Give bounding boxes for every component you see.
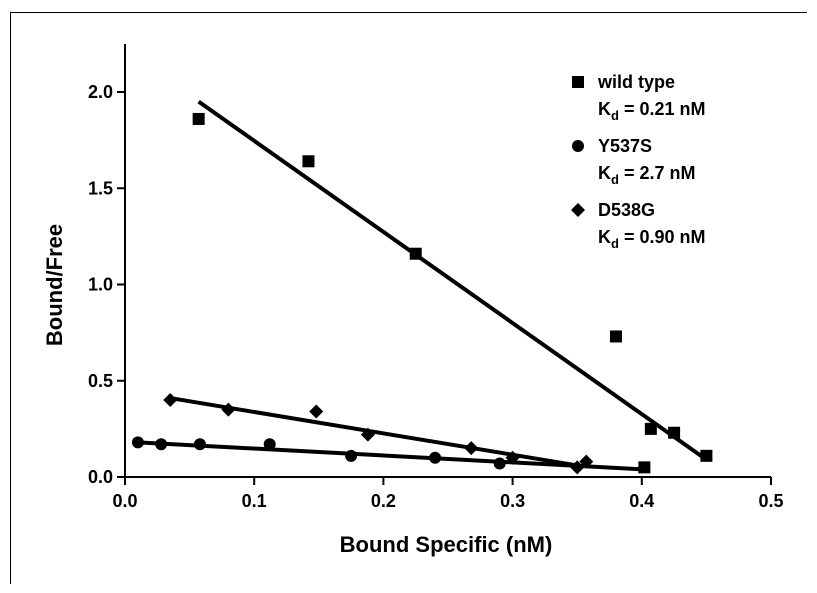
x-tick-label: 0.1 xyxy=(242,491,267,511)
x-axis-title: Bound Specific (nM) xyxy=(340,532,553,557)
legend-kd-wild-type: Kd = 0.21 nM xyxy=(598,99,706,123)
point-wild-type xyxy=(302,155,315,168)
point-y537s xyxy=(263,438,276,451)
point-y537s xyxy=(345,449,358,462)
axes: 0.0 0.5 1.0 1.5 2.0 0.0 0.1 0.2 0.3 0.4 0.5 xyxy=(88,44,784,511)
point-wild-type xyxy=(409,247,422,260)
point-d538g xyxy=(505,450,520,465)
fit-line-y537s xyxy=(137,440,642,472)
legend-marker-d538g xyxy=(571,203,585,217)
point-d538g xyxy=(163,393,178,407)
point-wild-type xyxy=(609,330,622,343)
point-y537s xyxy=(193,438,206,451)
point-wild-type xyxy=(644,422,657,435)
legend-kd-d538g: Kd = 0.90 nM xyxy=(598,227,706,251)
figure-frame xyxy=(10,12,807,584)
y-tick-label: 1.5 xyxy=(88,178,113,198)
legend-marker-y537s xyxy=(572,140,584,152)
y-tick-label: 0.5 xyxy=(88,371,113,391)
y-tick-label: 1.0 xyxy=(88,275,113,295)
x-tick-label: 0.2 xyxy=(371,491,396,511)
x-tick-label: 0.0 xyxy=(112,491,137,511)
y-axis-title: Bound/Free xyxy=(42,224,67,346)
point-y537s xyxy=(155,438,168,451)
legend: wild type Kd = 0.21 nM Y537S Kd = 2.7 nM D53… xyxy=(571,72,706,251)
x-tick-label: 0.3 xyxy=(500,491,525,511)
point-y537s xyxy=(131,436,144,449)
point-d538g xyxy=(464,441,479,456)
legend-marker-wild-type xyxy=(572,76,584,88)
point-wild-type xyxy=(192,112,205,125)
fit-lines xyxy=(137,99,708,472)
point-d538g xyxy=(360,427,375,442)
y-tick-label: 2.0 xyxy=(88,82,113,102)
legend-kd-y537s: Kd = 2.7 nM xyxy=(598,163,695,187)
point-y537s xyxy=(429,451,442,464)
point-d538g xyxy=(570,460,585,475)
data-points xyxy=(131,112,713,475)
point-y537s xyxy=(493,457,506,470)
fit-line-wild-type xyxy=(197,99,708,462)
point-d538g xyxy=(579,454,594,469)
point-d538g xyxy=(221,402,236,417)
point-wild-type xyxy=(700,449,713,462)
y-tick-label: 0.0 xyxy=(88,467,113,487)
point-wild-type xyxy=(668,426,681,439)
point-wild-type xyxy=(638,461,651,474)
x-tick-label: 0.4 xyxy=(629,491,654,511)
x-tick-label: 0.5 xyxy=(758,491,783,511)
legend-label-y537s: Y537S xyxy=(598,136,652,156)
legend-label-d538g: D538G xyxy=(598,200,655,220)
legend-label-wild-type: wild type xyxy=(597,72,675,92)
point-d538g xyxy=(309,404,324,419)
